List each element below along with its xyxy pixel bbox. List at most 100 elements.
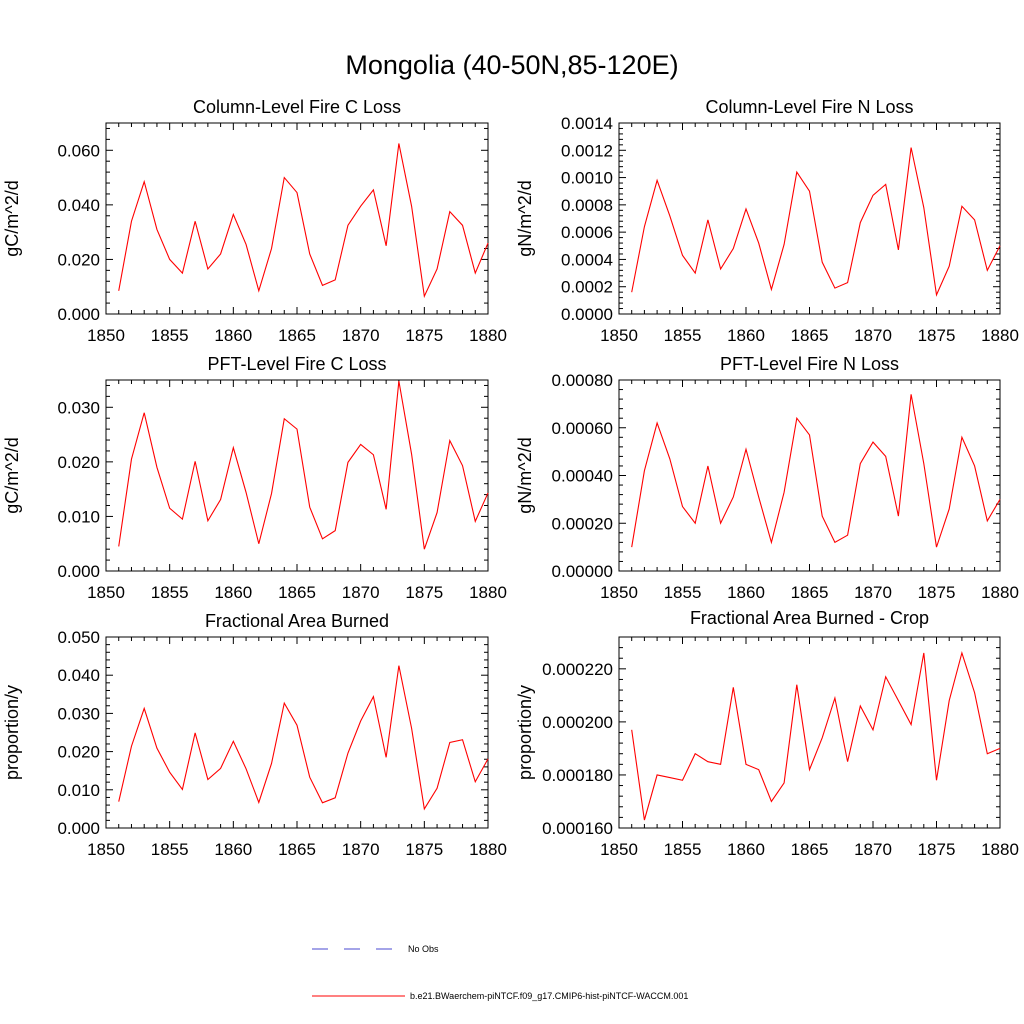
y-tick-label: 0.060 [57,141,100,160]
x-tick-label: 1860 [727,840,765,859]
y-tick-label: 0.00000 [552,562,613,581]
figure-title: Mongolia (40-50N,85-120E) [345,50,678,80]
x-tick-label: 1870 [342,326,380,345]
y-tick-label: 0.0012 [561,141,613,160]
x-tick-label: 1880 [469,583,507,602]
plot-frame [618,122,1001,315]
plot-frame [618,636,1001,829]
x-tick-label: 1855 [151,583,189,602]
plot-frame [618,379,1001,572]
x-tick-label: 1850 [87,583,125,602]
y-tick-label: 0.000160 [542,819,613,838]
panel-title: Fractional Area Burned - Crop [690,608,929,628]
y-tick-label: 0.000180 [542,766,613,785]
x-tick-label: 1860 [727,326,765,345]
y-tick-label: 0.0002 [561,278,613,297]
y-tick-label: 0.0014 [561,114,613,133]
x-tick-label: 1865 [278,326,316,345]
x-tick-label: 1850 [87,326,125,345]
x-tick-label: 1850 [600,326,638,345]
x-tick-label: 1875 [405,840,443,859]
x-tick-label: 1875 [405,326,443,345]
y-tick-label: 0.0006 [561,223,613,242]
panel-4: PFT-Level Fire N Loss gN/m^2/d 1850 1855 186… [515,354,1019,602]
y-tick-label: 0.00020 [552,514,613,533]
panel-title: Column-Level Fire N Loss [705,97,913,117]
y-tick-label: 0.00040 [552,467,613,486]
panel-title: Column-Level Fire C Loss [193,97,401,117]
x-tick-label: 1870 [854,840,892,859]
x-tick-label: 1865 [791,583,829,602]
y-tick-label: 0.030 [57,704,100,723]
y-tick-label: 0.020 [57,743,100,762]
y-tick-label: 0.030 [57,398,100,417]
x-tick-label: 1880 [981,840,1019,859]
x-tick-label: 1870 [342,583,380,602]
y-tick-label: 0.040 [57,196,100,215]
y-tick-label: 0.000 [57,305,100,324]
x-tick-label: 1850 [600,583,638,602]
x-tick-label: 1875 [918,840,956,859]
x-tick-label: 1865 [278,583,316,602]
series-line [118,665,489,811]
series-line [118,380,489,550]
y-tick-label: 0.010 [57,781,100,800]
x-tick-label: 1870 [854,583,892,602]
y-axis-label: gN/m^2/d [515,180,535,256]
x-tick-label: 1870 [342,840,380,859]
y-tick-label: 0.020 [57,453,100,472]
panel-5: Fractional Area Burned proportion/y 1850 18… [2,611,507,859]
series-line [631,650,1001,821]
y-axis-label: gC/m^2/d [2,437,22,513]
legend-label-no-obs: No Obs [408,944,439,954]
y-tick-label: 0.020 [57,250,100,269]
x-tick-label: 1855 [664,840,702,859]
y-tick-label: 0.0004 [561,250,613,269]
x-tick-label: 1870 [854,326,892,345]
series-line [631,394,1001,548]
x-tick-label: 1865 [791,840,829,859]
panel-title: PFT-Level Fire C Loss [207,354,386,374]
y-tick-label: 0.00080 [552,371,613,390]
panel-3: PFT-Level Fire C Loss gC/m^2/d 1850 1855 186… [2,354,507,602]
panel-2: Column-Level Fire N Loss gN/m^2/d 1850 1855… [515,97,1019,345]
y-axis-label: proportion/y [515,685,535,780]
panel-6: Fractional Area Burned - Crop proportion/… [515,608,1019,859]
x-tick-label: 1860 [214,840,252,859]
x-tick-label: 1855 [151,326,189,345]
x-tick-label: 1875 [918,583,956,602]
y-tick-label: 0.000 [57,819,100,838]
x-tick-label: 1880 [981,583,1019,602]
y-axis-label: gN/m^2/d [515,437,535,513]
x-tick-label: 1850 [87,840,125,859]
x-tick-label: 1875 [918,326,956,345]
y-tick-label: 0.000200 [542,713,613,732]
series-line [118,143,489,299]
panel-1: Column-Level Fire C Loss gC/m^2/d 1850 1855… [2,97,507,345]
x-tick-label: 1860 [214,583,252,602]
x-tick-label: 1855 [664,326,702,345]
x-tick-label: 1850 [600,840,638,859]
y-tick-label: 0.00060 [552,419,613,438]
y-tick-label: 0.0010 [561,169,613,188]
y-tick-label: 0.000 [57,562,100,581]
y-tick-label: 0.040 [57,666,100,685]
y-tick-label: 0.0008 [561,196,613,215]
legend: No Obs b.e21.BWaerchem-piNTCF.f09_g17.CM… [312,944,688,1001]
x-tick-label: 1880 [981,326,1019,345]
x-tick-label: 1880 [469,840,507,859]
series-line [631,147,1001,297]
x-tick-label: 1860 [727,583,765,602]
y-tick-label: 0.010 [57,507,100,526]
x-tick-label: 1880 [469,326,507,345]
y-tick-label: 0.050 [57,628,100,647]
x-tick-label: 1855 [664,583,702,602]
x-tick-label: 1860 [214,326,252,345]
plot-frame [105,122,489,315]
legend-label-model: b.e21.BWaerchem-piNTCF.f09_g17.CMIP6-his… [410,991,688,1001]
y-tick-label: 0.0000 [561,305,613,324]
y-axis-label: gC/m^2/d [2,180,22,256]
y-tick-label: 0.000220 [542,660,613,679]
panel-title: Fractional Area Burned [205,611,389,631]
